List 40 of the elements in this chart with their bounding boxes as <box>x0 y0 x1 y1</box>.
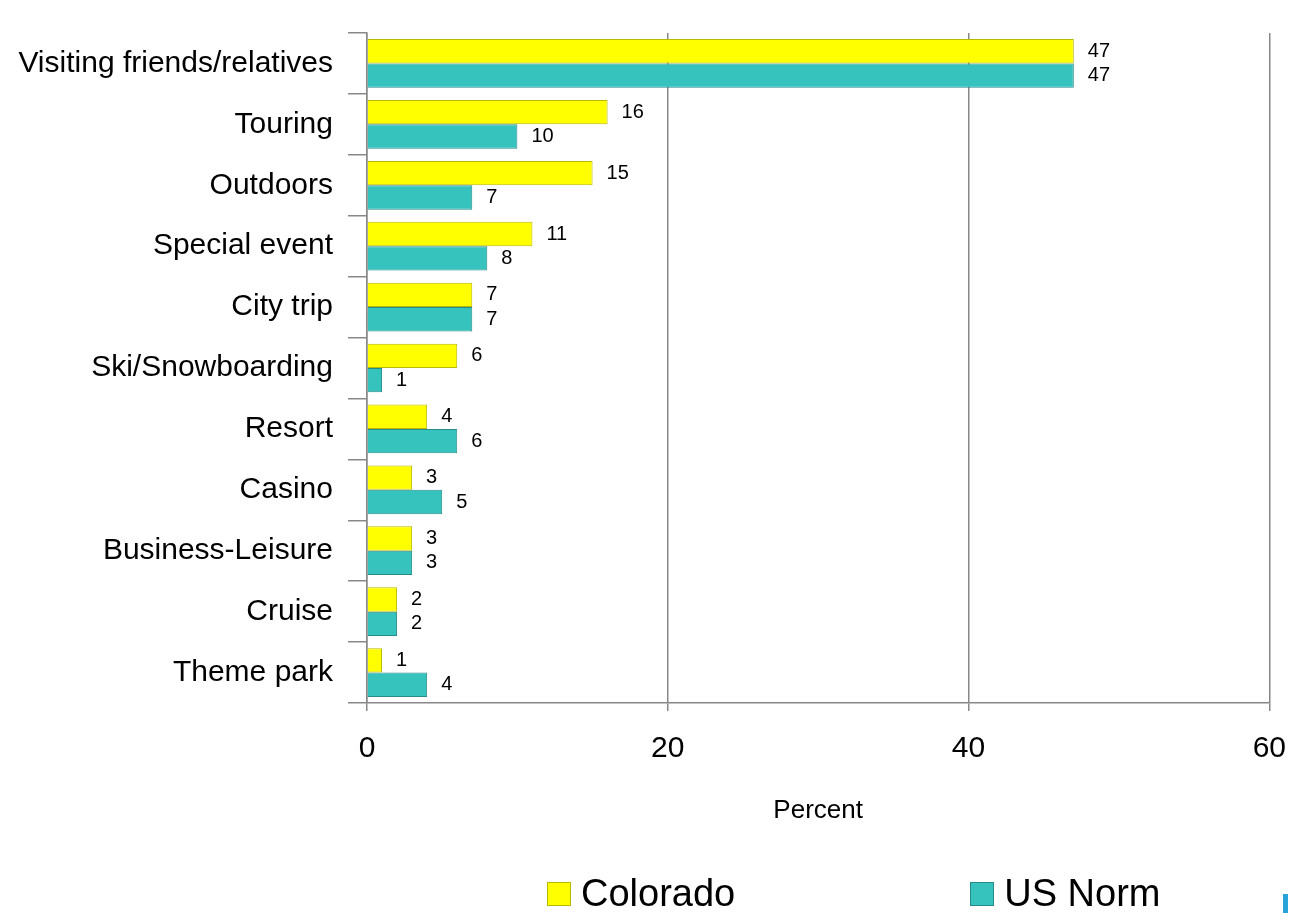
data-label: 1 <box>396 647 408 670</box>
legend-label: Colorado <box>581 872 736 913</box>
y-tick-label: Ski/Snowboarding <box>91 349 333 383</box>
y-tick-label: Casino <box>239 471 333 505</box>
x-axis-title: Percent <box>773 793 864 824</box>
x-tick-label: 20 <box>651 730 685 764</box>
data-label: 7 <box>486 184 498 207</box>
data-label: 6 <box>471 343 483 366</box>
data-label: 47 <box>1087 38 1111 61</box>
data-label: 47 <box>1087 63 1111 86</box>
data-label: 11 <box>546 221 568 244</box>
y-tick-label: City trip <box>231 288 333 322</box>
data-label: 8 <box>501 245 513 268</box>
legend-label: US Norm <box>1004 872 1161 913</box>
y-tick-label: Visiting friends/relatives <box>18 44 333 78</box>
y-tick-label: Touring <box>234 105 333 139</box>
y-tick-label: Special event <box>152 227 334 261</box>
data-label: 4 <box>441 404 453 427</box>
data-label: 3 <box>426 550 438 573</box>
data-label: 4 <box>441 672 453 695</box>
x-tick-label: 60 <box>1252 730 1286 764</box>
y-tick-label: Theme park <box>172 653 334 687</box>
data-label: 3 <box>426 465 438 488</box>
data-label: 7 <box>486 282 498 305</box>
y-tick-label: Business-Leisure <box>102 531 333 565</box>
x-tick-label: 0 <box>358 730 376 764</box>
data-label: 7 <box>486 306 498 329</box>
data-label: 16 <box>621 99 644 122</box>
y-tick-label: Outdoors <box>209 166 333 200</box>
y-tick-label: Resort <box>244 410 334 444</box>
x-tick-label: 40 <box>951 730 986 764</box>
data-label: 2 <box>411 586 423 609</box>
data-label: 1 <box>396 367 408 390</box>
data-label: 15 <box>606 160 629 183</box>
data-label: 3 <box>426 526 438 549</box>
data-label: 5 <box>456 489 468 512</box>
data-label: 2 <box>411 611 423 634</box>
data-label: 10 <box>531 124 554 147</box>
data-label: 6 <box>471 428 483 451</box>
y-tick-label: Cruise <box>246 592 333 626</box>
